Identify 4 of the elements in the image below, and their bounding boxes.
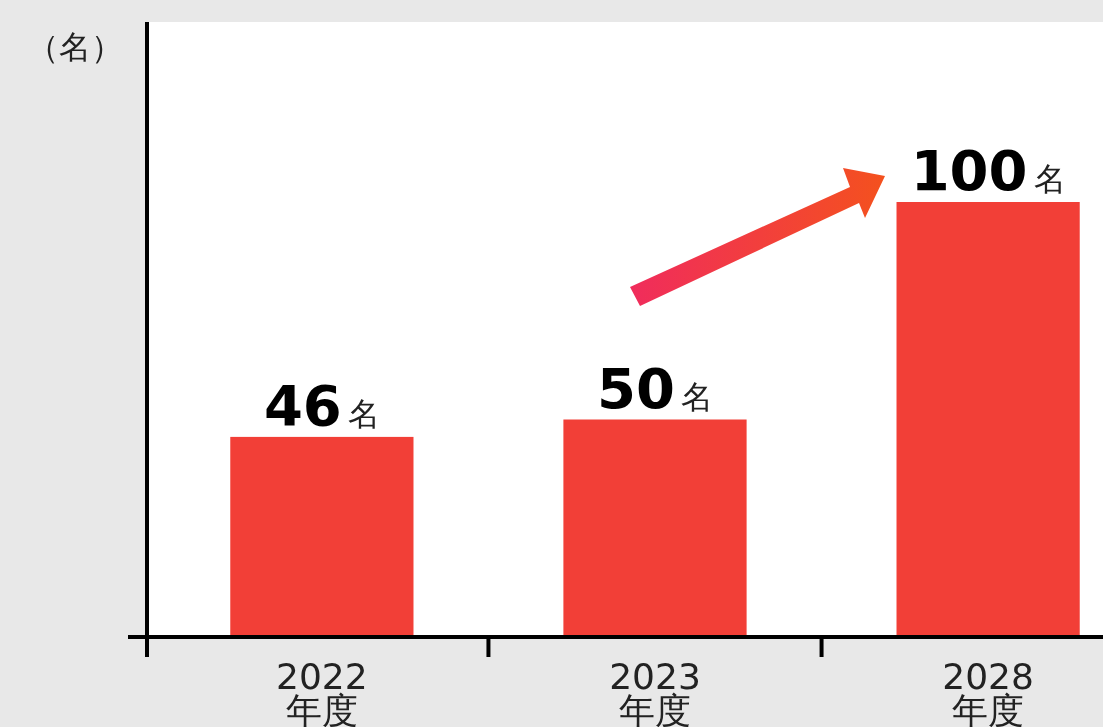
y-axis-title: （名） [27,28,123,66]
x-tick-label: 2023 年度 [609,656,701,727]
x-tick-label: 2022 年度 [276,656,368,727]
x-tick-label: 2028 年度 [942,656,1034,727]
